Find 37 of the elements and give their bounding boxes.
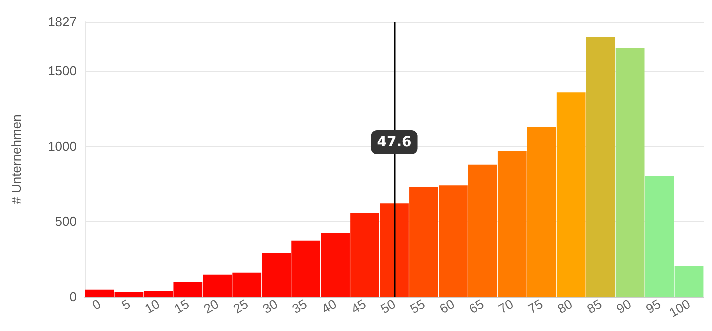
y-axis-title: # Unternehmen [9,114,24,204]
x-tick-label: 40 [319,296,340,317]
bar [527,127,556,297]
x-tick-label: 45 [348,296,369,317]
x-tick-label: 85 [584,296,605,317]
bar [616,48,645,297]
x-tick-label: 65 [466,296,487,317]
y-tick-label: 1500 [48,64,77,79]
x-tick-label: 15 [172,296,192,317]
y-tick-label: 1000 [48,138,77,154]
bar [439,186,468,297]
ref-line-label: 47.6 [377,134,412,150]
bar [498,151,527,297]
x-tick-label: 35 [290,296,310,317]
x-tick-label: 95 [644,296,664,317]
x-tick-label: 80 [555,296,576,317]
x-tick-label: 100 [666,296,694,320]
x-tick-label: 70 [496,296,516,317]
x-tick-label: 30 [260,296,280,317]
x-tick-label: 50 [378,296,398,317]
x-tick-label: 90 [614,296,634,317]
bar [350,213,380,297]
bar [380,204,409,297]
bar [586,37,616,297]
bar [556,92,586,297]
x-tick-label: 20 [201,296,222,317]
bar [410,187,438,297]
x-tick-label: 55 [408,296,428,317]
y-tick-label: 1827 [48,14,77,30]
x-tick-label: 25 [230,296,251,317]
x-tick-label: 10 [142,296,162,317]
bar [468,164,498,297]
x-tick-label: 60 [437,296,458,317]
x-tick-label: 5 [119,296,133,314]
x-tick-label: 75 [526,296,546,317]
y-tick-label: 500 [55,214,77,230]
x-tick-label: 0 [90,296,104,314]
